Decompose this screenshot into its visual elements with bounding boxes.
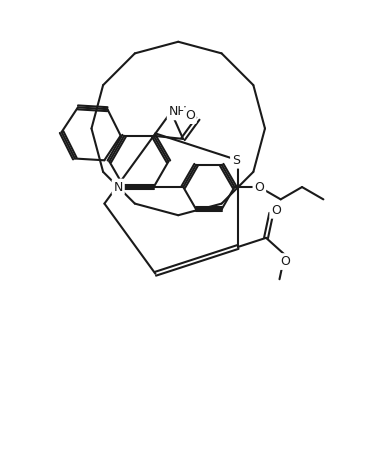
Text: N: N bbox=[114, 181, 123, 194]
Text: O: O bbox=[271, 204, 281, 217]
Text: NH: NH bbox=[169, 105, 187, 118]
Text: O: O bbox=[280, 255, 290, 268]
Text: S: S bbox=[232, 154, 240, 167]
Text: O: O bbox=[185, 109, 195, 122]
Text: O: O bbox=[255, 181, 264, 194]
